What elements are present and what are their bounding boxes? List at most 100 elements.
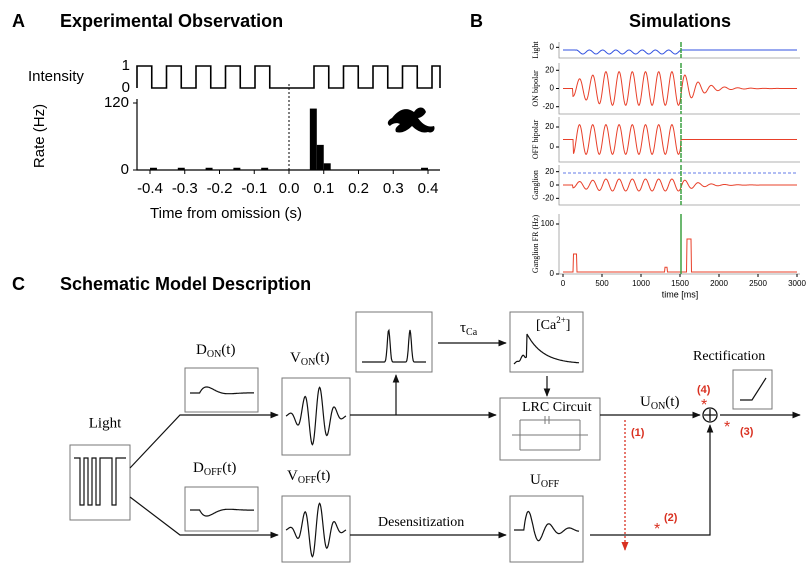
- panel-letter: C: [12, 274, 25, 294]
- u-off-label: UOFF: [530, 472, 560, 490]
- d-on-icon: [190, 386, 254, 395]
- histogram-bar: [233, 167, 241, 170]
- symbol: τ: [460, 320, 466, 336]
- stimulus-label: Intensity: [28, 68, 84, 85]
- histogram-bar: [421, 167, 428, 170]
- argument: (t): [315, 350, 329, 366]
- arrow: [590, 424, 714, 536]
- marker-label: (2): [664, 512, 678, 524]
- symbol: V: [290, 350, 301, 366]
- rectification-box: [732, 369, 773, 410]
- x-tick-label: 1000: [632, 279, 650, 288]
- marker-label: (4): [697, 384, 711, 396]
- model-trace: [563, 123, 797, 156]
- tau-label: τCa: [460, 320, 478, 338]
- y-tick-label: 0: [550, 42, 555, 51]
- arrow: [129, 411, 279, 469]
- y-tick-label: 0: [550, 142, 555, 151]
- row-label: Light: [531, 41, 540, 59]
- subscript: Ca: [466, 327, 478, 338]
- v-off-icon: [285, 502, 347, 558]
- x-tick-label: -0.3: [172, 180, 198, 197]
- subscript: ON: [651, 401, 665, 412]
- bracket: ]: [566, 318, 571, 333]
- histogram-bar: [177, 167, 185, 170]
- histogram-bar: [316, 144, 324, 170]
- v-on-label: VON(t): [290, 350, 329, 368]
- histogram-bar: [309, 108, 317, 170]
- panel-letter: A: [12, 11, 25, 31]
- x-tick-label: 500: [595, 279, 609, 288]
- spike-icon: [362, 328, 426, 363]
- x-tick-label: 0.2: [348, 180, 369, 197]
- x-tick-label: 0.1: [313, 180, 334, 197]
- panel-title: Schematic Model Description: [60, 274, 311, 294]
- arrow: [129, 496, 279, 539]
- light-label: Light: [89, 415, 122, 431]
- y-tick-label: -20: [542, 193, 554, 202]
- model-trace: [563, 70, 798, 107]
- sum-plus: [704, 409, 716, 421]
- histogram-bar: [323, 163, 331, 170]
- x-tick-label: 0: [561, 279, 566, 288]
- model-trace: [563, 238, 797, 273]
- histogram-bar: [150, 167, 157, 170]
- symbol: V: [287, 468, 298, 484]
- calcium-label: [Ca2+]: [536, 315, 570, 333]
- marker-label: (1): [631, 427, 645, 439]
- u-on-label: UON(t): [640, 394, 679, 412]
- y-tick-label: 20: [545, 122, 554, 131]
- y-tick-label: 0: [550, 84, 555, 93]
- x-tick-label: -0.1: [241, 180, 267, 197]
- x-tick-label: -0.4: [137, 180, 163, 197]
- panel-letter: B: [470, 11, 483, 31]
- y-tick-label: 20: [545, 167, 554, 176]
- x-tick-label: 0.0: [279, 180, 300, 197]
- desensitization-label: Desensitization: [378, 515, 464, 530]
- rectification-label: Rectification: [693, 349, 765, 364]
- symbol: U: [640, 394, 651, 410]
- x-tick-label: -0.2: [207, 180, 233, 197]
- x-tick-label: 0.4: [418, 180, 439, 197]
- calcium-icon: [513, 333, 580, 365]
- subscript: OFF: [298, 475, 317, 486]
- row-label: OFF bipolar: [531, 120, 540, 160]
- spike-box: [355, 311, 433, 373]
- histogram-bar: [261, 167, 269, 170]
- superscript: 2+: [556, 315, 566, 325]
- star: *: [701, 397, 707, 414]
- row-label: Ganglion: [531, 170, 540, 200]
- histogram-bar: [205, 167, 213, 170]
- d-off-label: DOFF(t): [193, 460, 236, 478]
- y-tick-label: -20: [542, 102, 554, 111]
- x-tick-label: 2500: [749, 279, 767, 288]
- argument: (t): [316, 468, 330, 484]
- x-tick-label: 2000: [710, 279, 728, 288]
- argument: (t): [222, 460, 236, 476]
- y-axis-label: Rate (Hz): [31, 104, 48, 168]
- panel-title: Experimental Observation: [60, 11, 283, 31]
- x-tick-label: 0.3: [383, 180, 404, 197]
- circuit: [512, 416, 588, 451]
- light-icon: [74, 457, 126, 506]
- axis-frame: [558, 214, 800, 275]
- x-tick-label: 1500: [671, 279, 689, 288]
- d-on-label: DON(t): [196, 342, 235, 360]
- y-tick-label: 120: [104, 94, 129, 111]
- axis-frame: [558, 63, 800, 115]
- stimulus-tick-label: 1: [122, 57, 130, 74]
- y-tick-label: 0: [121, 161, 129, 178]
- y-tick-label: 0: [550, 269, 555, 278]
- argument: (t): [221, 342, 235, 358]
- y-tick-label: 0: [550, 180, 555, 189]
- d-off-icon: [190, 508, 254, 517]
- axis-frame: [558, 117, 800, 163]
- u-off-icon: [514, 510, 580, 542]
- symbol: U: [530, 472, 541, 488]
- u-off-box: [509, 495, 584, 563]
- x-tick-label: 3000: [788, 279, 806, 288]
- lizard-icon: [387, 107, 435, 133]
- star: *: [724, 419, 730, 436]
- rectifier-curve: [740, 377, 767, 401]
